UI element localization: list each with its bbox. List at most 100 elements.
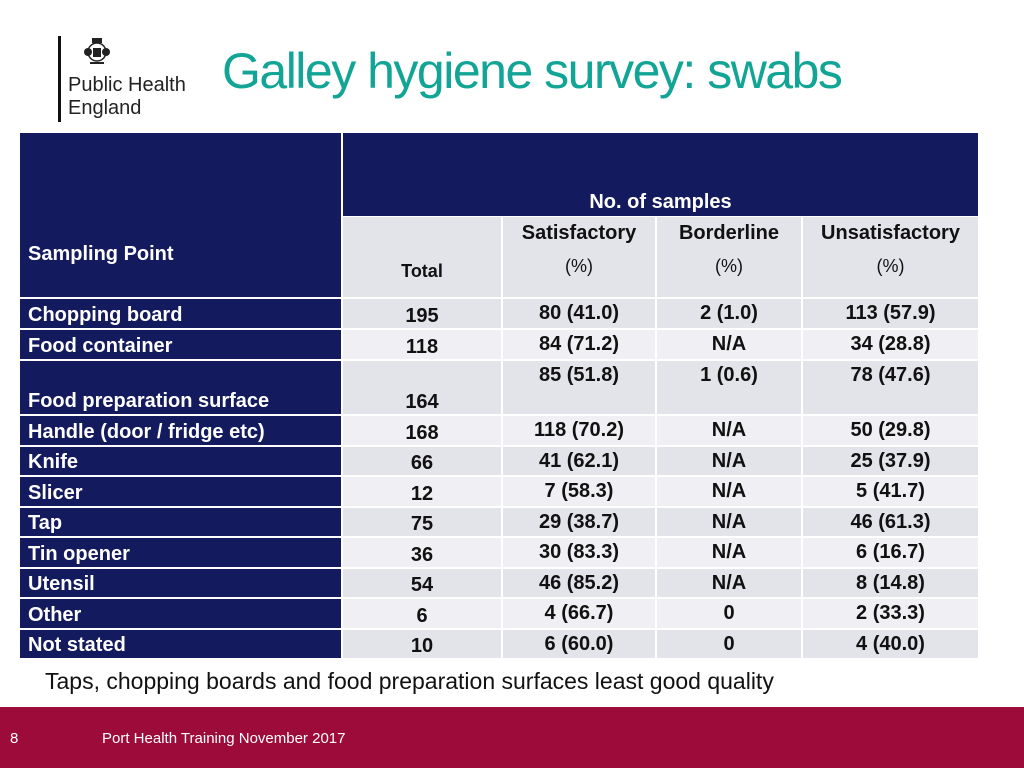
total-header-cell: Total bbox=[343, 217, 501, 297]
unsatisfactory-cell-value: 25 (37.9) bbox=[850, 450, 931, 472]
borderline-cell-value: 0 bbox=[723, 633, 735, 655]
borderline-pct: (%) bbox=[715, 256, 743, 276]
borderline-cell-value: N/A bbox=[711, 511, 747, 533]
unsatisfactory-cell-value: 113 (57.9) bbox=[845, 302, 936, 324]
satisfactory-header: Satisfactory (%) bbox=[503, 217, 655, 297]
satisfactory-cell: 118 (70.2) bbox=[503, 416, 655, 445]
sampling-point-header: Sampling Point bbox=[20, 239, 341, 269]
unsatisfactory-cell-value: 46 (61.3) bbox=[850, 511, 931, 533]
total-cell: 36 bbox=[343, 538, 501, 567]
sampling-point-header-cell bbox=[20, 133, 341, 297]
row-label: Handle (door / fridge etc) bbox=[20, 416, 341, 445]
unsatisfactory-label: Unsatisfactory bbox=[821, 222, 960, 244]
satisfactory-cell-value: 118 (70.2) bbox=[533, 419, 625, 441]
total-cell: 10 bbox=[343, 630, 501, 658]
unsatisfactory-cell-value: 5 (41.7) bbox=[856, 480, 925, 502]
total-cell-value: 118 bbox=[405, 336, 439, 358]
satisfactory-cell: 46 (85.2) bbox=[503, 569, 655, 597]
row-label: Knife bbox=[20, 447, 341, 475]
unsatisfactory-cell: 50 (29.8) bbox=[803, 416, 978, 445]
borderline-cell: N/A bbox=[657, 477, 801, 506]
row-label: Utensil bbox=[20, 569, 341, 597]
total-cell-value: 75 bbox=[410, 513, 434, 535]
borderline-cell-value: N/A bbox=[711, 572, 747, 594]
samples-header: No. of samples bbox=[343, 188, 978, 216]
satisfactory-cell-value: 41 (62.1) bbox=[538, 450, 620, 472]
satisfactory-cell: 7 (58.3) bbox=[503, 477, 655, 506]
borderline-cell: N/A bbox=[657, 447, 801, 475]
borderline-cell: 0 bbox=[657, 630, 801, 658]
row-label: Food preparation surface bbox=[20, 361, 341, 414]
borderline-cell: N/A bbox=[657, 569, 801, 597]
page-title: Galley hygiene survey: swabs bbox=[222, 43, 843, 99]
unsatisfactory-cell-value: 6 (16.7) bbox=[856, 541, 925, 563]
satisfactory-cell-value: 7 (58.3) bbox=[544, 480, 614, 502]
row-label: Food container bbox=[20, 330, 341, 359]
swabs-table: Sampling Point No. of samples Total Sati… bbox=[20, 133, 978, 658]
borderline-cell: N/A bbox=[657, 508, 801, 536]
unsatisfactory-cell: 113 (57.9) bbox=[803, 299, 978, 328]
satisfactory-pct: (%) bbox=[565, 256, 593, 276]
footer-text: Port Health Training November 2017 bbox=[102, 730, 346, 747]
satisfactory-cell: 84 (71.2) bbox=[503, 330, 655, 359]
total-cell-value: 195 bbox=[405, 305, 439, 327]
row-label: Other bbox=[20, 599, 341, 628]
total-cell-value: 12 bbox=[410, 483, 434, 505]
satisfactory-cell-value: 46 (85.2) bbox=[538, 572, 620, 594]
borderline-cell: N/A bbox=[657, 330, 801, 359]
unsatisfactory-cell-value: 78 (47.6) bbox=[850, 364, 931, 386]
satisfactory-cell-value: 30 (83.3) bbox=[538, 541, 620, 563]
borderline-cell-value: N/A bbox=[711, 333, 747, 355]
total-cell-value: 36 bbox=[410, 544, 434, 566]
row-label: Tin opener bbox=[20, 538, 341, 567]
total-cell: 12 bbox=[343, 477, 501, 506]
total-cell: 164 bbox=[343, 361, 501, 414]
unsatisfactory-cell-value: 8 (14.8) bbox=[856, 572, 925, 594]
footnote: Taps, chopping boards and food preparati… bbox=[45, 668, 774, 694]
total-cell-value: 168 bbox=[405, 422, 439, 444]
unsatisfactory-pct: (%) bbox=[876, 256, 905, 276]
unsatisfactory-cell-value: 34 (28.8) bbox=[850, 333, 931, 355]
footer-bar: 8 Port Health Training November 2017 bbox=[0, 707, 1024, 768]
row-label: Slicer bbox=[20, 477, 341, 506]
total-cell-value: 66 bbox=[410, 452, 434, 474]
satisfactory-cell-value: 4 (66.7) bbox=[544, 602, 614, 624]
borderline-cell-value: N/A bbox=[711, 450, 747, 472]
borderline-cell: N/A bbox=[657, 416, 801, 445]
satisfactory-cell: 6 (60.0) bbox=[503, 630, 655, 658]
borderline-cell: 2 (1.0) bbox=[657, 299, 801, 328]
borderline-cell-value: N/A bbox=[711, 480, 747, 502]
row-label: Not stated bbox=[20, 630, 341, 658]
total-cell-value: 164 bbox=[405, 391, 439, 413]
satisfactory-cell: 29 (38.7) bbox=[503, 508, 655, 536]
satisfactory-label: Satisfactory bbox=[521, 222, 637, 244]
phe-logo: Public Health England bbox=[58, 36, 208, 126]
unsatisfactory-cell: 34 (28.8) bbox=[803, 330, 978, 359]
satisfactory-cell: 80 (41.0) bbox=[503, 299, 655, 328]
total-cell: 6 bbox=[343, 599, 501, 628]
total-cell-value: 6 bbox=[416, 605, 428, 627]
total-cell-value: 54 bbox=[410, 574, 434, 596]
logo-line-2: England bbox=[68, 97, 142, 119]
borderline-cell: N/A bbox=[657, 538, 801, 567]
satisfactory-cell-value: 80 (41.0) bbox=[538, 302, 620, 324]
borderline-header: Borderline (%) bbox=[657, 217, 801, 297]
row-label: Chopping board bbox=[20, 299, 341, 328]
logo-text: Public Health England bbox=[68, 74, 186, 120]
borderline-cell-value: 0 bbox=[723, 602, 735, 624]
unsatisfactory-cell: 78 (47.6) bbox=[803, 361, 978, 414]
satisfactory-cell-value: 6 (60.0) bbox=[544, 633, 614, 655]
page-number: 8 bbox=[10, 730, 19, 747]
logo-bar bbox=[58, 36, 61, 122]
satisfactory-cell-value: 29 (38.7) bbox=[538, 511, 620, 533]
logo-line-1: Public Health bbox=[68, 74, 186, 96]
unsatisfactory-cell: 25 (37.9) bbox=[803, 447, 978, 475]
borderline-cell-value: N/A bbox=[711, 541, 747, 563]
unsatisfactory-cell: 4 (40.0) bbox=[803, 630, 978, 658]
borderline-cell-value: N/A bbox=[711, 419, 747, 441]
satisfactory-cell: 41 (62.1) bbox=[503, 447, 655, 475]
unsatisfactory-cell: 2 (33.3) bbox=[803, 599, 978, 628]
total-cell-value: 10 bbox=[410, 635, 434, 657]
unsatisfactory-cell: 6 (16.7) bbox=[803, 538, 978, 567]
satisfactory-cell: 85 (51.8) bbox=[503, 361, 655, 414]
